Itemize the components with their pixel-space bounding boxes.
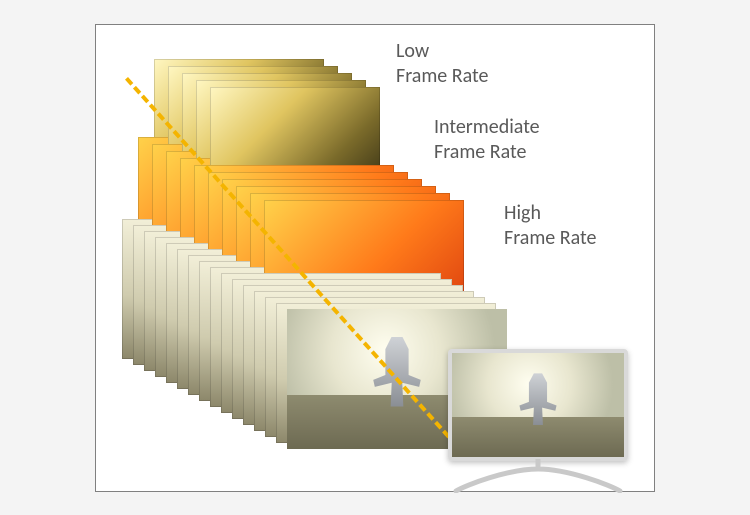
page: Low Frame Rate Intermediate Frame Rate H… (0, 0, 750, 515)
tv-screen (448, 349, 628, 461)
tv-scene-image (452, 353, 624, 457)
diagram-frame: Low Frame Rate Intermediate Frame Rate H… (95, 24, 655, 492)
tv-stand-icon (448, 459, 628, 493)
